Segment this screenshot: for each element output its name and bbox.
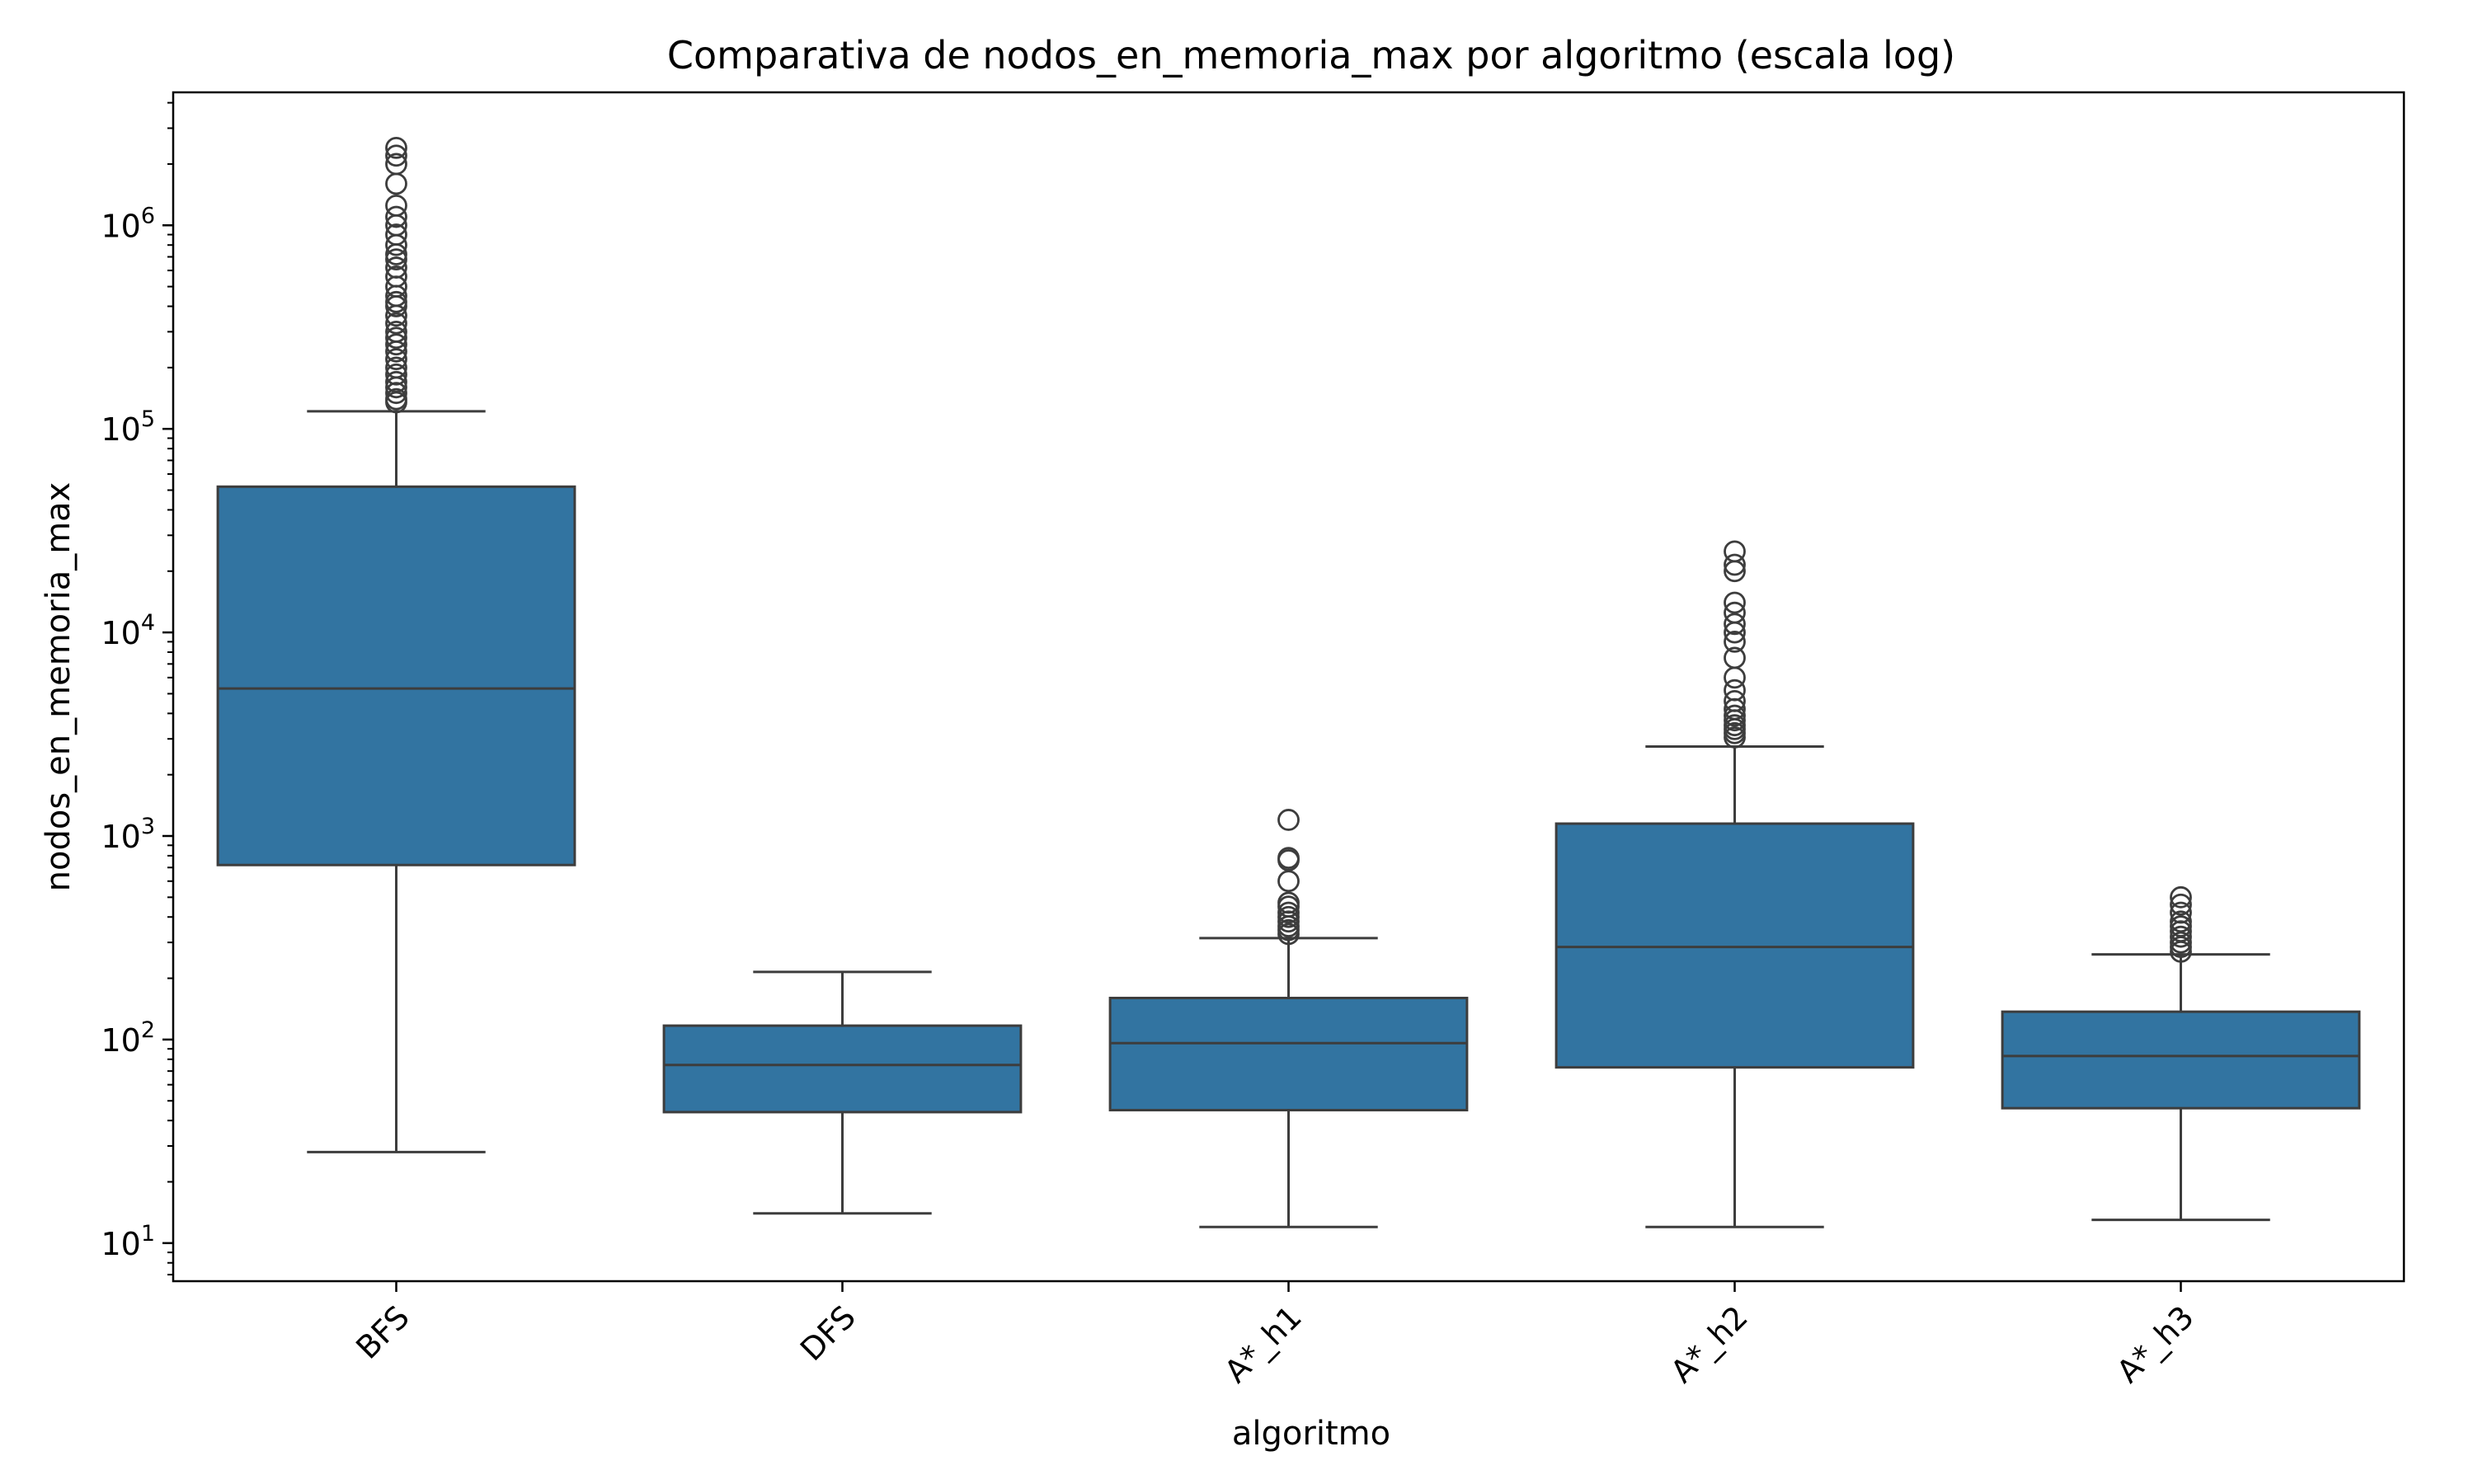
outlier-point [1724,553,1746,576]
x-tick-label: A*_h2 [1663,1298,1754,1389]
outlier-point [385,144,407,167]
outlier-point [1277,870,1300,893]
x-tick-label: BFS [349,1298,416,1366]
box-group [1554,540,1915,1228]
outlier-point [2170,885,2192,909]
outlier-point [1724,601,1746,624]
outlier-point [385,248,407,271]
outlier-point [385,363,407,386]
outlier-point [2170,925,2192,948]
outlier-point [385,333,407,356]
outlier-point [2170,893,2192,916]
outlier-point [385,326,407,350]
plot-area [216,137,2361,1228]
outlier-point [2170,901,2192,924]
outlier-point [385,137,407,159]
iqr-box [1554,822,1915,1069]
outlier-point [1724,679,1746,702]
iqr-box [2001,1010,2361,1110]
outlier-point [1277,901,1300,924]
y-tick-label: 103 [101,814,155,855]
y-axis: 101 102 103 104 105 106 [101,101,173,1276]
y-tick-label: 105 [101,406,155,448]
x-axis: BFS DFS A*_h1 A*_h2 A*_h3 [349,1281,2201,1390]
outlier-point [385,290,407,313]
x-tick-label: A*_h1 [1217,1298,1308,1389]
outlier-point [385,312,407,335]
x-axis-label: algoritmo [1232,1415,1390,1453]
outlier-point [2170,910,2192,933]
iqr-box [216,485,576,866]
outlier-point [385,382,407,405]
outlier-point [1724,591,1746,614]
box-group [662,970,1023,1215]
outlier-point [1724,646,1746,669]
outlier-point [1724,704,1746,727]
outlier-point [1724,540,1746,563]
outlier-point [385,223,407,246]
y-tick-label: 106 [101,203,155,244]
y-axis-label: nodos_en_memoria_max [40,482,78,892]
chart-title: Comparativa de nodos_en_memoria_max por … [667,33,1955,77]
outlier-point [1724,689,1746,712]
box-group [2001,885,2361,1222]
outlier-point [1724,666,1746,689]
box-group [216,137,576,1153]
outlier-point [1277,809,1300,831]
box-group [1108,809,1469,1228]
outlier-point [1724,630,1746,653]
outlier-point [385,387,407,411]
outlier-point [1277,891,1300,914]
y-tick-label: 104 [101,610,155,651]
outlier-point [385,320,407,343]
x-tick-label: DFS [793,1298,863,1368]
y-tick-label: 101 [101,1221,155,1262]
outlier-point [385,356,407,379]
outlier-point [385,194,407,217]
outlier-point [385,265,407,288]
outlier-point [1724,613,1746,636]
x-tick-label: A*_h3 [2109,1298,2200,1389]
outlier-point [385,370,407,393]
iqr-box [662,1024,1023,1114]
outlier-point [385,348,407,371]
iqr-box [1108,997,1469,1112]
outlier-point [385,172,407,195]
outlier-point [1277,847,1300,870]
outlier-point [385,205,407,228]
outlier-point [385,256,407,279]
y-tick-label: 102 [101,1017,155,1059]
outlier-point [385,153,407,176]
